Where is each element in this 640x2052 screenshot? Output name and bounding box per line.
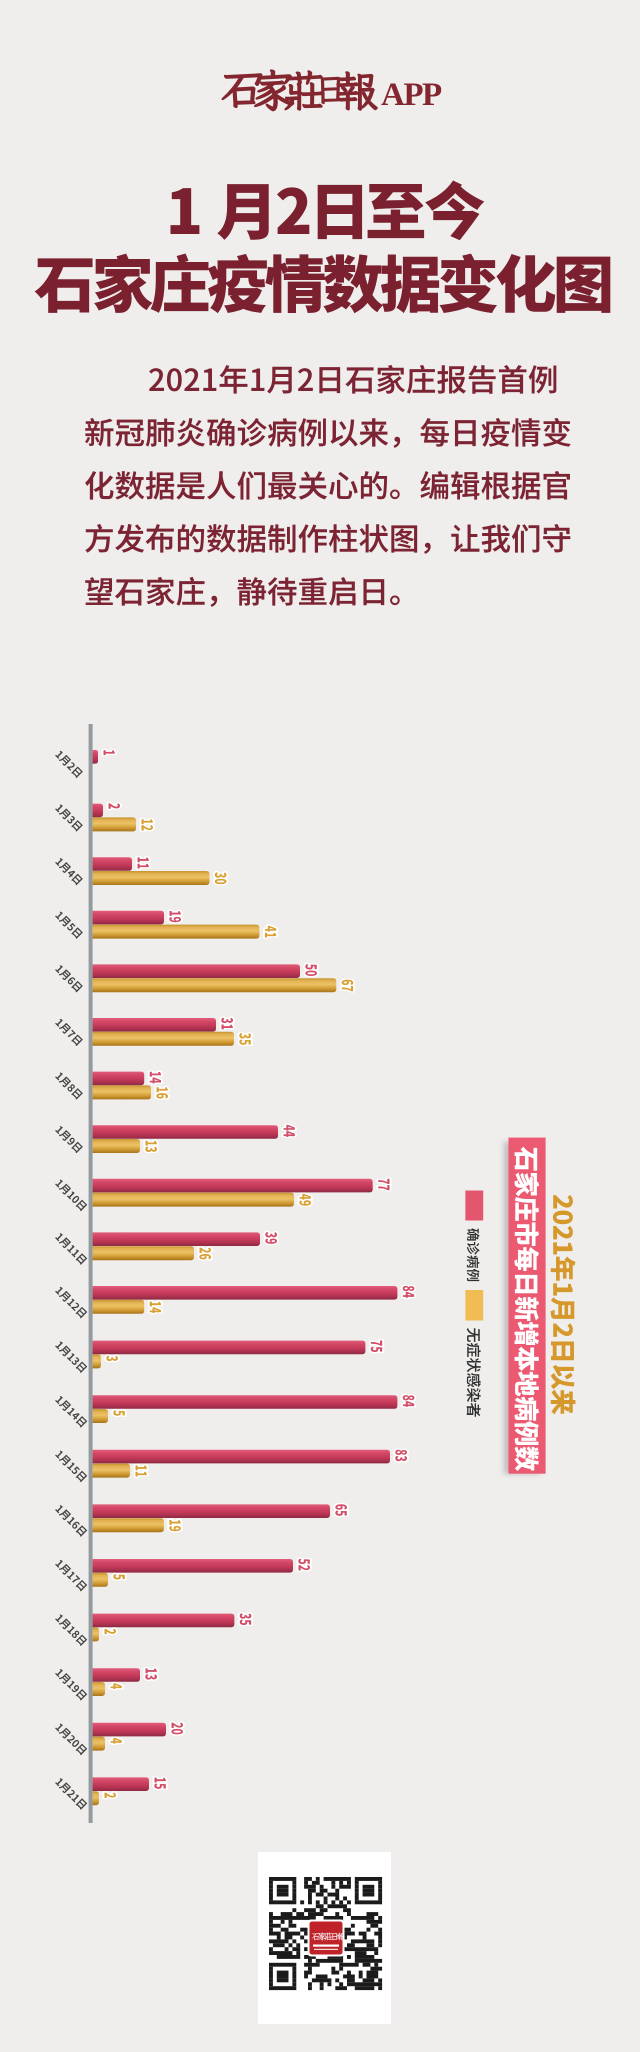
svg-text:APP: APP bbox=[381, 77, 442, 113]
